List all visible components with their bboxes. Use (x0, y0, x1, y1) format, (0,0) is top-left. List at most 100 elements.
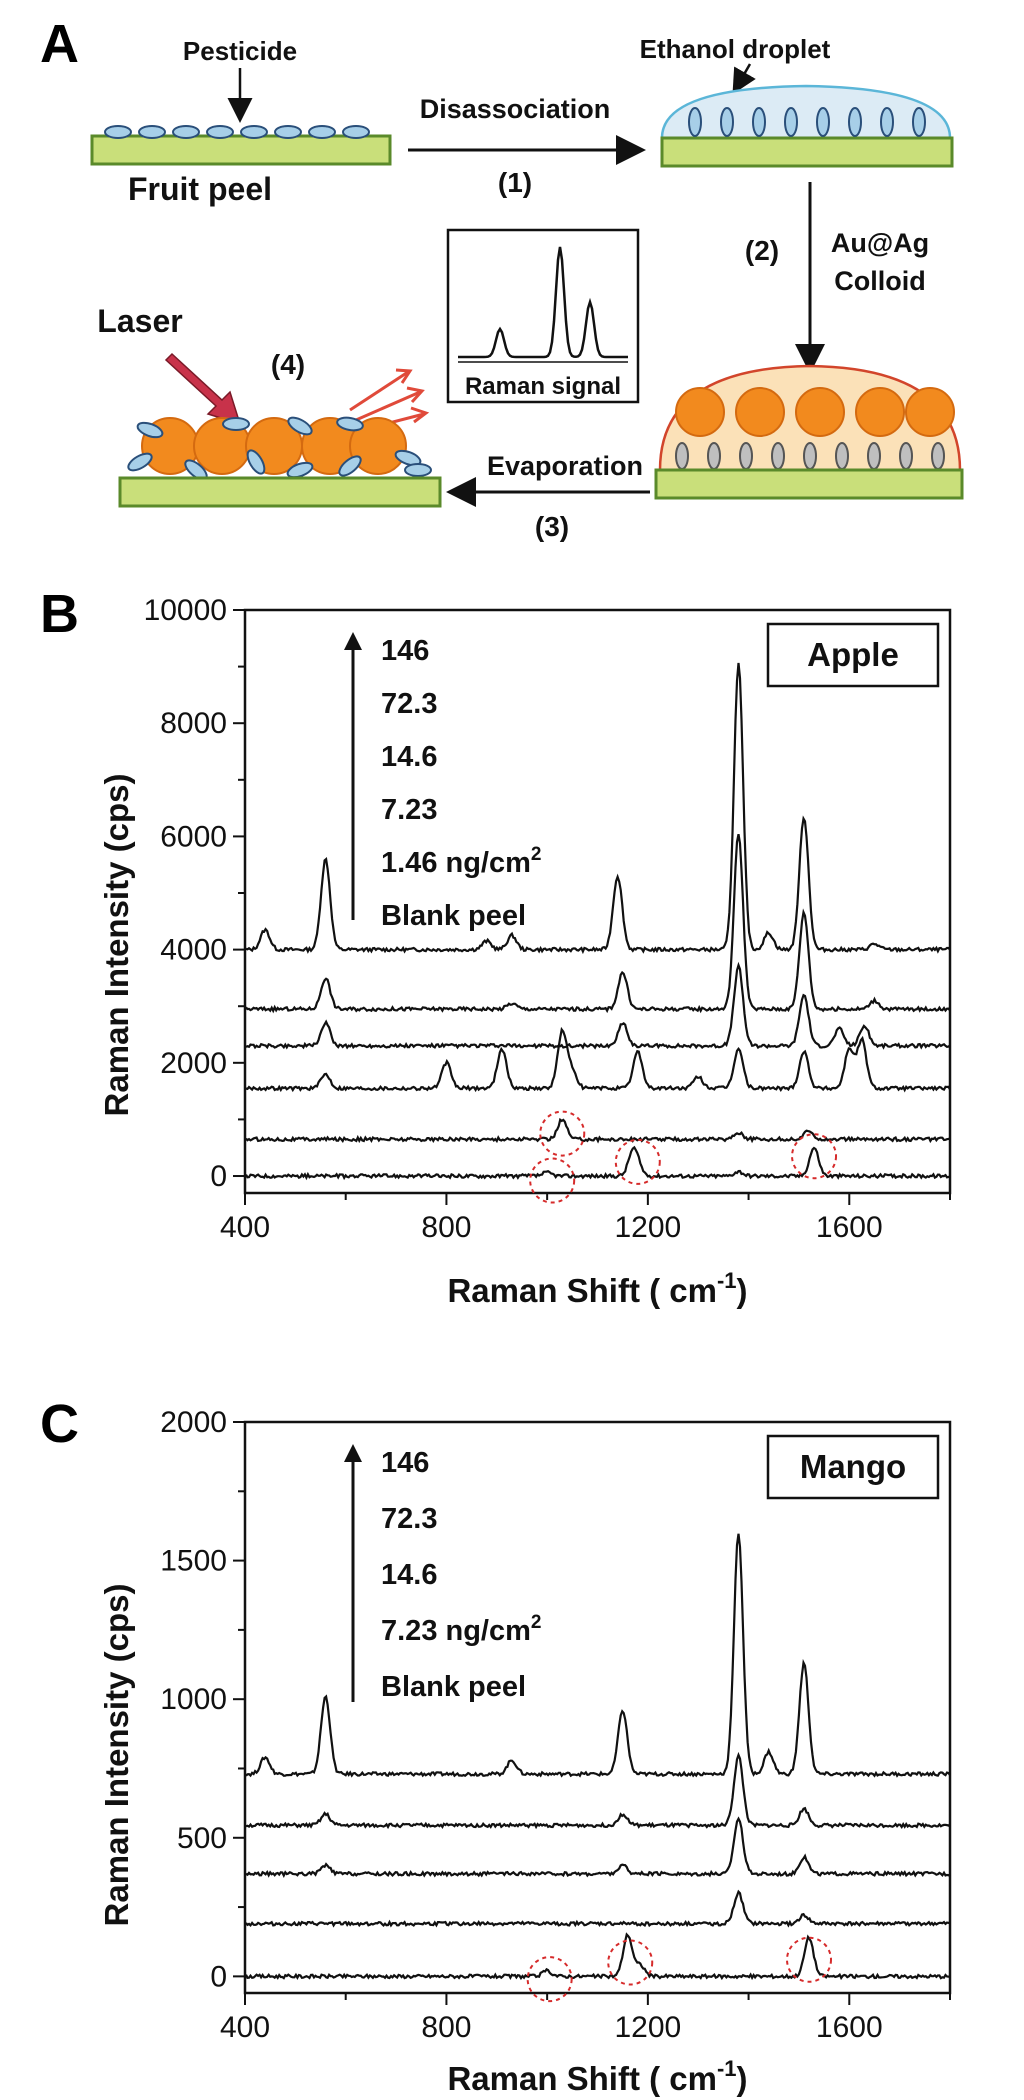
b-legend-entry: Blank peel (381, 900, 526, 932)
pesticide-molecule (880, 107, 894, 137)
ethanol-droplet (660, 84, 952, 140)
pesticide-molecule (867, 442, 881, 470)
ethanol-pointer-arrow (732, 63, 756, 95)
pesticide-molecule (688, 107, 702, 137)
c-x-tick-label: 1200 (614, 2011, 681, 2044)
b-x-tick-label: 1600 (816, 1211, 883, 1244)
fruit-peel-label: Fruit peel (128, 171, 272, 207)
pesticide-molecules-1 (104, 125, 370, 139)
pesticide-molecule (336, 416, 364, 432)
raman-mini-spectrum (458, 246, 628, 359)
b-legend-entry: 1.46 ng/cm2 (381, 844, 541, 879)
pesticide-molecule (206, 125, 234, 139)
panel-c-chart: C Raman Intensity (cps) Raman Shift ( cm… (40, 1394, 952, 2097)
laser-arrow-icon (164, 352, 242, 426)
c-plot-frame (243, 1420, 952, 1995)
fruit-peel-strip-3 (654, 468, 964, 500)
au-ag-nanoparticle (795, 387, 845, 437)
c-x-axis-title: Raman Shift ( cm-1) (447, 2056, 747, 2097)
pesticide-molecule (912, 107, 926, 137)
pesticide-molecule (803, 442, 817, 470)
c-spectrum-line-4 (245, 1932, 951, 1981)
b-y-tick-label: 0 (210, 1160, 227, 1193)
pesticide-molecule (675, 442, 689, 470)
c-x-title-close: ) (737, 2060, 748, 2097)
pesticide-molecule (104, 125, 132, 139)
c-x-tick-label: 1600 (816, 2011, 883, 2044)
b-legend-entry: 72.3 (381, 688, 437, 720)
panel-a-schematic: A Pesticide Fruit peel Disassociation (1… (40, 14, 964, 542)
c-highlight-circle (607, 1939, 654, 1986)
c-x-tick-label: 400 (220, 2011, 270, 2044)
fruit-peel-strip-2 (660, 136, 954, 168)
b-x-title-close: ) (737, 1272, 748, 1309)
c-spectrum-line-2 (245, 1816, 951, 1879)
b-spectrum-line-3 (245, 1026, 951, 1093)
panel-b-letter: B (40, 584, 79, 644)
au-ag-nanoparticle (349, 417, 407, 475)
b-plot-frame (243, 608, 952, 1195)
pesticide-molecule (136, 421, 164, 439)
b-highlight-circle (539, 1110, 586, 1157)
pesticide-label: Pesticide (183, 36, 297, 66)
pesticide-molecule (287, 416, 313, 436)
pesticide-molecule (274, 125, 302, 139)
laser-label: Laser (97, 303, 182, 339)
b-y-tick-label: 4000 (160, 934, 227, 967)
b-y-tick-label: 2000 (160, 1047, 227, 1080)
c-legend-entry: Blank peel (381, 1671, 526, 1703)
b-concentration-arrowhead (344, 632, 362, 650)
c-legend-entry: 14.6 (381, 1559, 437, 1591)
b-legend-entry: 7.23 (381, 794, 437, 826)
c-highlight-circle (786, 1936, 832, 1983)
c-x-tick-label: 800 (421, 2011, 471, 2044)
step2-label-line1: Au@Ag (831, 228, 929, 258)
pesticide-molecule (138, 125, 166, 139)
c-x-title-superscript: -1 (717, 2056, 737, 2081)
b-x-title-superscript: -1 (717, 1268, 737, 1293)
c-y-tick-label: 0 (210, 1960, 227, 1993)
c-legend-superscript: 2 (531, 1612, 542, 1633)
b-spectrum-line-2 (245, 961, 951, 1050)
raman-signal-label: Raman signal (465, 373, 621, 400)
step1-number: (1) (498, 167, 532, 198)
fruit-peel-strip-1 (90, 134, 392, 166)
c-y-axis-title: Raman Intensity (cps) (98, 1584, 135, 1927)
b-spectrum-line-1 (245, 833, 951, 1014)
pesticide-molecule (394, 449, 422, 467)
b-sample-box (766, 622, 940, 688)
pesticide-molecule (835, 442, 849, 470)
step3-label: Evaporation (487, 451, 643, 481)
step2-number: (2) (745, 235, 779, 266)
b-highlight-circle (529, 1157, 576, 1204)
c-legend-entry: 146 (381, 1447, 429, 1479)
b-y-axis-title: Raman Intensity (cps) (98, 774, 135, 1117)
step4-number: (4) (271, 349, 305, 380)
b-x-title-text: Raman Shift ( cm-1) (447, 1268, 747, 1309)
panel-a-letter: A (40, 14, 79, 74)
c-spectrum-line-1 (245, 1751, 951, 1830)
pesticide-molecule (222, 417, 250, 431)
b-legend-superscript: 2 (531, 844, 542, 865)
pesticide-molecule (338, 455, 362, 477)
pesticide-molecules-4 (127, 416, 432, 481)
pesticide-molecules-2 (688, 107, 926, 137)
pesticide-molecule (816, 107, 830, 137)
c-plot-area: 400 800 1200 1600 0 500 1000 1500 2000 146 72.3 14.… (160, 1406, 952, 2044)
pesticide-molecule (707, 442, 721, 470)
b-x-tick-label: 800 (421, 1211, 471, 1244)
b-spectrum-line-5 (245, 1145, 951, 1181)
b-legend-entry: 14.6 (381, 741, 437, 773)
c-concentration-arrowhead (344, 1444, 362, 1462)
b-plot-area: 400 800 1200 1600 0 2000 4000 6000 8000 10000 146 7… (144, 594, 952, 1244)
raman-signal-box (446, 228, 640, 404)
b-y-tick-label: 6000 (160, 820, 227, 853)
pesticide-molecule (172, 125, 200, 139)
colloid-nanoparticles (675, 387, 955, 437)
fruit-peel-strip-4 (118, 476, 442, 508)
step2-label-line2: Colloid (834, 266, 925, 296)
panel-b-chart: B Raman Intensity (cps) Raman Shift ( cm… (40, 584, 952, 1309)
c-y-tick-label: 1000 (160, 1683, 227, 1716)
panel-c-letter: C (40, 1394, 79, 1454)
